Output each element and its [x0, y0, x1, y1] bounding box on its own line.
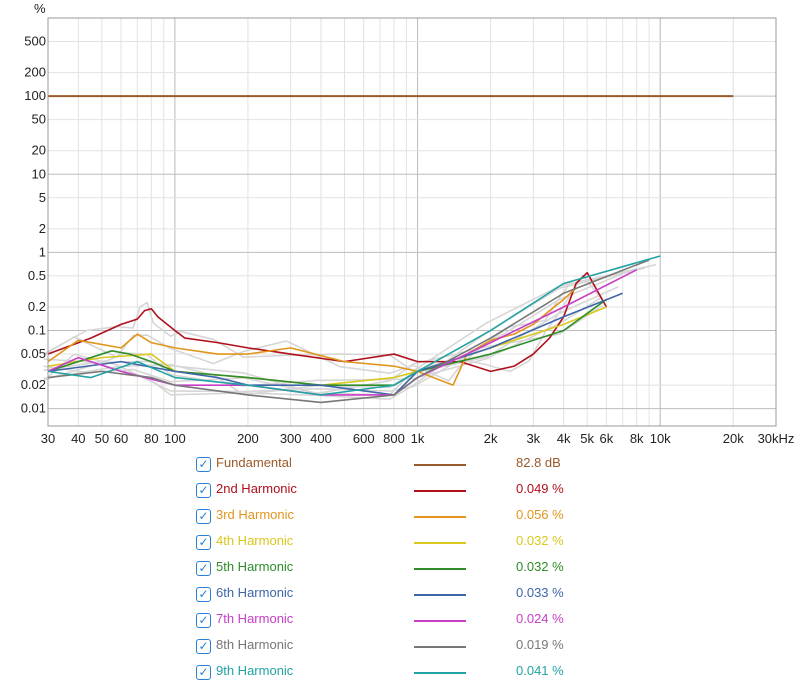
legend-checkbox[interactable]: ✓	[196, 665, 211, 680]
x-tick-label: 60	[114, 431, 128, 446]
series-line-3	[47, 287, 577, 386]
legend-swatch	[414, 672, 466, 674]
series-line-5	[47, 298, 607, 386]
x-tick-label: 6k	[600, 431, 614, 446]
y-tick-labels: 500 200 100 50 20 10 5 2 1 0.5 0.2 0.1 0.05 0.02 0.01	[21, 34, 46, 416]
x-tick-label: 2k	[484, 431, 498, 446]
y-tick-label: 0.01	[21, 401, 46, 416]
legend-series-value: 0.019 %	[516, 637, 564, 652]
legend-row: ✓ 3rd Harmonic 0.056 %	[196, 506, 616, 528]
series-line-9	[47, 255, 661, 396]
x-tick-label: 40	[71, 431, 85, 446]
x-tick-labels: 30 40 50 60 80 100 200 300 400 600 800 1k 2k 3k 4k 5k 6k…	[41, 431, 795, 446]
x-tick-label: 20k	[723, 431, 744, 446]
x-tick-label: 400	[310, 431, 332, 446]
legend-row: ✓ Fundamental 82.8 dB	[196, 454, 616, 476]
legend-series-name: 8th Harmonic	[216, 637, 294, 652]
y-tick-label: 0.1	[28, 323, 46, 338]
x-tick-label: 1k	[411, 431, 425, 446]
legend-checkbox[interactable]: ✓	[196, 483, 211, 498]
distortion-plot: % 500 200 100 50 20 10 5 2 1 0.5 0.2 0.1 0.05 0.02 0.0…	[21, 1, 795, 446]
legend-swatch	[414, 464, 466, 466]
legend-row: ✓ 4th Harmonic 0.032 %	[196, 532, 616, 554]
x-tick-label: 100	[164, 431, 186, 446]
legend-series-name: 3rd Harmonic	[216, 507, 295, 522]
legend-swatch	[414, 516, 466, 518]
series-lines	[47, 95, 734, 404]
x-tick-label: 200	[237, 431, 259, 446]
legend-checkbox[interactable]: ✓	[196, 457, 211, 472]
legend-swatch	[414, 568, 466, 570]
history-trace	[43, 269, 633, 393]
y-tick-label: 5	[39, 190, 46, 205]
legend-row: ✓ 7th Harmonic 0.024 %	[196, 610, 616, 632]
y-tick-label: 0.2	[28, 299, 46, 314]
legend-row: ✓ 9th Harmonic 0.041 %	[196, 662, 616, 684]
legend-series-value: 0.032 %	[516, 533, 564, 548]
legend-checkbox[interactable]: ✓	[196, 639, 211, 654]
x-tick-label: 80	[144, 431, 158, 446]
x-tick-label: 30	[41, 431, 55, 446]
x-tick-label: 300	[280, 431, 302, 446]
legend-series-name: 4th Harmonic	[216, 533, 294, 548]
history-trace	[43, 273, 603, 373]
y-tick-label: 0.5	[28, 268, 46, 283]
legend-series-value: 0.056 %	[516, 507, 564, 522]
x-tick-label: 8k	[630, 431, 644, 446]
legend-row: ✓ 2nd Harmonic 0.049 %	[196, 480, 616, 502]
x-tick-label: 4k	[557, 431, 571, 446]
legend-series-value: 0.033 %	[516, 585, 564, 600]
x-tick-label: 3k	[526, 431, 540, 446]
legend-row: ✓ 8th Harmonic 0.019 %	[196, 636, 616, 658]
y-tick-label: 200	[24, 65, 46, 80]
plot-frame	[47, 17, 777, 427]
legend-series-name: 2nd Harmonic	[216, 481, 297, 496]
y-tick-label: 500	[24, 34, 46, 49]
legend-checkbox[interactable]: ✓	[196, 509, 211, 524]
y-tick-label: 50	[32, 112, 46, 127]
legend-checkbox[interactable]: ✓	[196, 613, 211, 628]
legend-checkbox[interactable]: ✓	[196, 535, 211, 550]
y-tick-label: 10	[32, 166, 46, 181]
legend-swatch	[414, 490, 466, 492]
legend-checkbox[interactable]: ✓	[196, 561, 211, 576]
legend-series-value: 82.8 dB	[516, 455, 561, 470]
legend-swatch	[414, 594, 466, 596]
x-tick-label: 10k	[650, 431, 671, 446]
legend-series-name: 9th Harmonic	[216, 663, 294, 678]
legend-series-name: 5th Harmonic	[216, 559, 294, 574]
y-unit-label: %	[34, 1, 46, 16]
y-tick-label: 100	[24, 88, 46, 103]
legend-row: ✓ 5th Harmonic 0.032 %	[196, 558, 616, 580]
series-line-8	[47, 259, 650, 404]
legend-swatch	[414, 620, 466, 622]
y-tick-label: 2	[39, 221, 46, 236]
legend-series-value: 0.032 %	[516, 559, 564, 574]
legend-checkbox[interactable]: ✓	[196, 587, 211, 602]
legend-series-value: 0.049 %	[516, 481, 564, 496]
series-line-6	[47, 292, 623, 396]
y-tick-label: 1	[39, 244, 46, 259]
x-tick-label: 5k	[580, 431, 594, 446]
legend-swatch	[414, 542, 466, 544]
x-tick-label: 50	[95, 431, 109, 446]
legend-series-name: 7th Harmonic	[216, 611, 294, 626]
y-tick-label: 0.05	[21, 346, 46, 361]
x-tick-label: 30kHz	[758, 431, 795, 446]
legend-series-name: 6th Harmonic	[216, 585, 294, 600]
legend-series-value: 0.041 %	[516, 663, 564, 678]
legend-row: ✓ 6th Harmonic 0.033 %	[196, 584, 616, 606]
legend-series-value: 0.024 %	[516, 611, 564, 626]
history-trace	[43, 296, 603, 387]
x-tick-label: 600	[353, 431, 375, 446]
y-tick-label: 20	[32, 143, 46, 158]
x-tick-label: 800	[383, 431, 405, 446]
legend-series-name: Fundamental	[216, 455, 292, 470]
y-tick-label: 0.02	[21, 377, 46, 392]
legend-swatch	[414, 646, 466, 648]
